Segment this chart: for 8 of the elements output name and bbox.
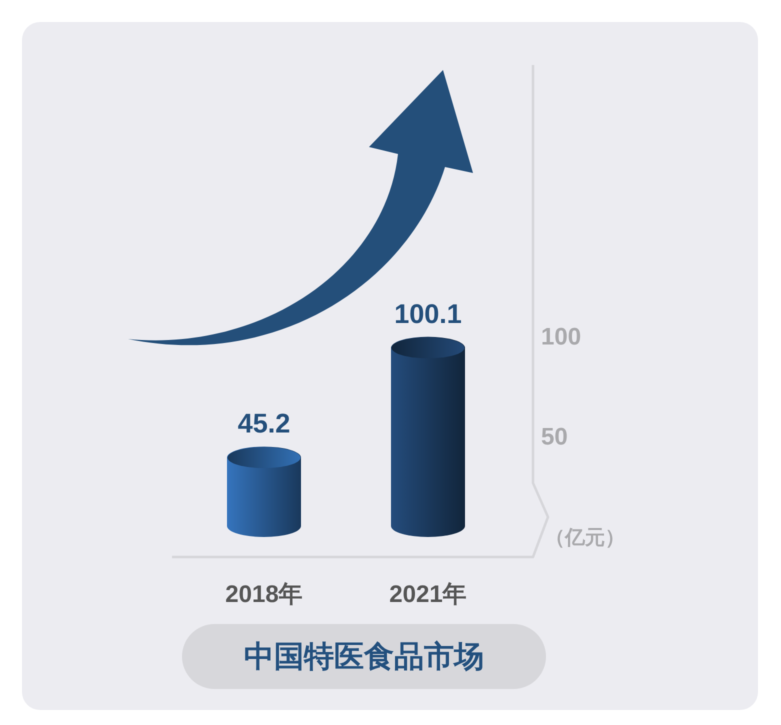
text: 中国特医食品市场 bbox=[244, 640, 484, 674]
data-label: 45.2 bbox=[238, 408, 290, 439]
y-tick-label: 100 bbox=[541, 324, 582, 350]
x-tick-label: 2021年 bbox=[389, 581, 467, 608]
y-axis-title: （亿元） bbox=[545, 527, 625, 549]
y-tick-label: 50 bbox=[541, 424, 568, 450]
data-label: 100.1 bbox=[394, 298, 462, 329]
x-tick-label: 2018年 bbox=[225, 581, 303, 608]
